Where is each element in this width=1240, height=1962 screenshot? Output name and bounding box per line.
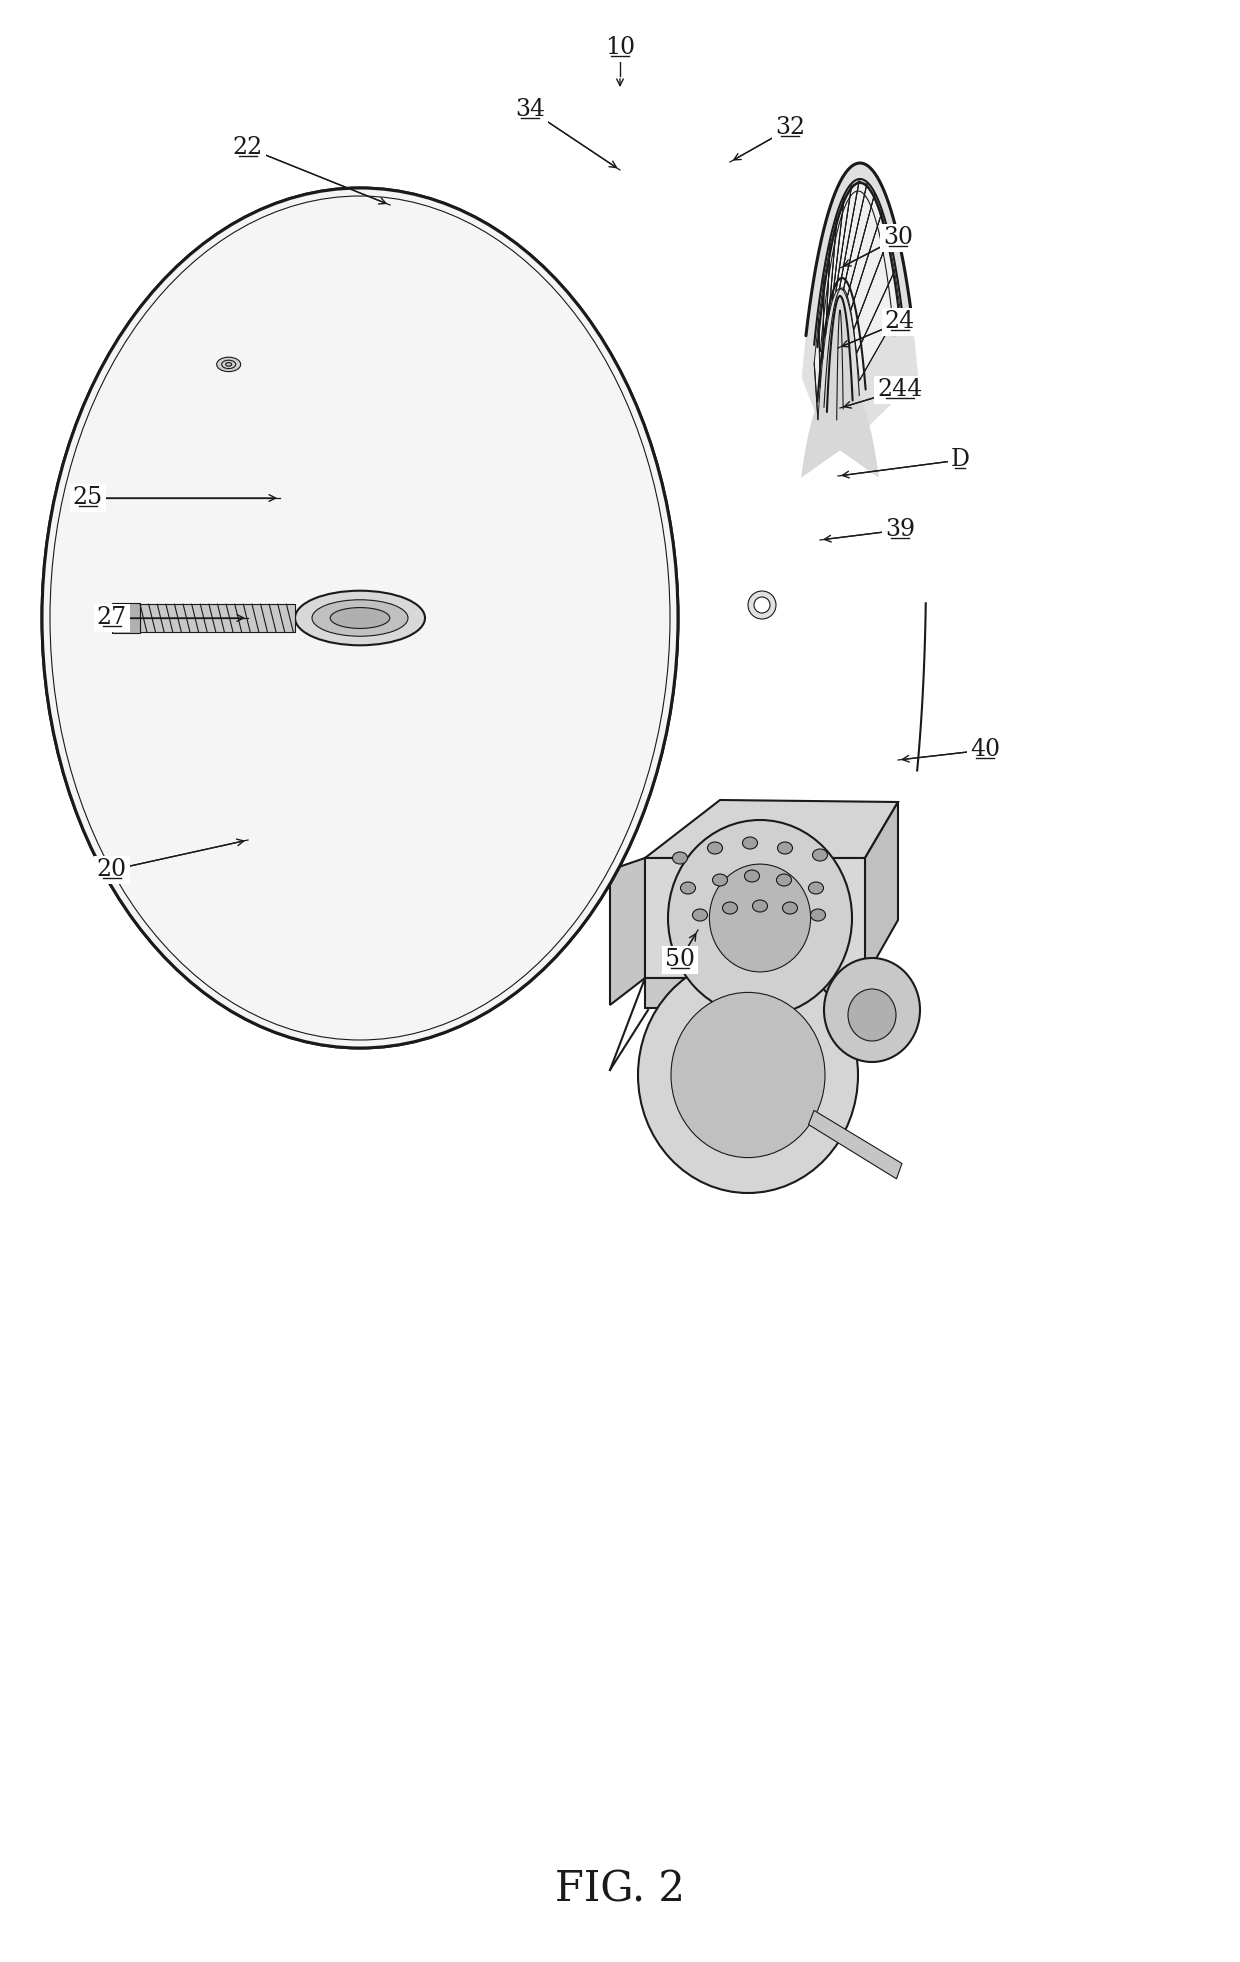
Text: 40: 40 — [970, 738, 1001, 761]
Polygon shape — [645, 977, 866, 1008]
Text: 50: 50 — [665, 948, 694, 971]
Ellipse shape — [743, 838, 758, 850]
Text: 24: 24 — [885, 310, 915, 334]
Text: 25: 25 — [73, 487, 103, 510]
Text: 30: 30 — [883, 226, 913, 249]
Ellipse shape — [808, 883, 823, 895]
Ellipse shape — [222, 361, 236, 369]
Polygon shape — [645, 857, 866, 977]
Text: 244: 244 — [878, 379, 923, 402]
Ellipse shape — [744, 869, 759, 883]
Ellipse shape — [671, 993, 825, 1158]
Bar — [112, 602, 140, 634]
Ellipse shape — [312, 600, 408, 636]
Text: FIG. 2: FIG. 2 — [556, 1870, 684, 1911]
Polygon shape — [808, 1110, 901, 1179]
Ellipse shape — [812, 850, 827, 861]
Ellipse shape — [330, 608, 389, 628]
Ellipse shape — [226, 363, 232, 367]
Ellipse shape — [713, 873, 728, 887]
Text: 34: 34 — [515, 98, 546, 122]
Polygon shape — [801, 296, 879, 479]
Ellipse shape — [639, 957, 858, 1193]
Polygon shape — [828, 198, 844, 316]
Ellipse shape — [708, 842, 723, 853]
Polygon shape — [853, 239, 894, 353]
Ellipse shape — [782, 903, 797, 914]
Polygon shape — [857, 271, 900, 381]
Ellipse shape — [42, 188, 678, 1048]
Ellipse shape — [692, 908, 708, 920]
Ellipse shape — [848, 989, 897, 1042]
Ellipse shape — [295, 591, 425, 645]
Text: 22: 22 — [233, 137, 263, 159]
Ellipse shape — [668, 820, 852, 1016]
Ellipse shape — [811, 908, 826, 920]
Polygon shape — [645, 800, 898, 857]
Ellipse shape — [776, 873, 791, 887]
Ellipse shape — [42, 188, 678, 1048]
Bar — [112, 602, 140, 634]
Polygon shape — [802, 163, 919, 439]
Ellipse shape — [681, 883, 696, 895]
Ellipse shape — [723, 903, 738, 914]
Ellipse shape — [291, 606, 299, 630]
Ellipse shape — [217, 357, 241, 371]
Ellipse shape — [222, 361, 236, 369]
Bar — [140, 604, 295, 632]
Text: 20: 20 — [97, 859, 126, 881]
Ellipse shape — [709, 863, 811, 971]
Ellipse shape — [226, 363, 232, 367]
Ellipse shape — [753, 901, 768, 912]
Polygon shape — [843, 184, 874, 298]
Ellipse shape — [777, 842, 792, 853]
Polygon shape — [610, 857, 645, 1005]
Polygon shape — [866, 802, 898, 977]
Text: 10: 10 — [605, 37, 635, 59]
Polygon shape — [847, 194, 882, 312]
Ellipse shape — [217, 357, 241, 371]
Text: D: D — [951, 449, 970, 471]
Ellipse shape — [295, 591, 425, 645]
Polygon shape — [822, 245, 830, 359]
Ellipse shape — [312, 600, 408, 636]
Polygon shape — [818, 279, 825, 387]
Text: 27: 27 — [97, 606, 126, 630]
Polygon shape — [826, 218, 837, 336]
Polygon shape — [832, 186, 852, 300]
Polygon shape — [836, 181, 859, 292]
Text: 39: 39 — [885, 518, 915, 542]
Polygon shape — [851, 214, 888, 330]
Polygon shape — [815, 318, 820, 420]
Ellipse shape — [825, 957, 920, 1061]
Bar — [140, 604, 295, 632]
Text: 32: 32 — [775, 116, 805, 139]
Ellipse shape — [748, 591, 776, 618]
Ellipse shape — [754, 596, 770, 612]
Polygon shape — [839, 181, 867, 290]
Ellipse shape — [672, 852, 687, 863]
Ellipse shape — [330, 608, 389, 628]
